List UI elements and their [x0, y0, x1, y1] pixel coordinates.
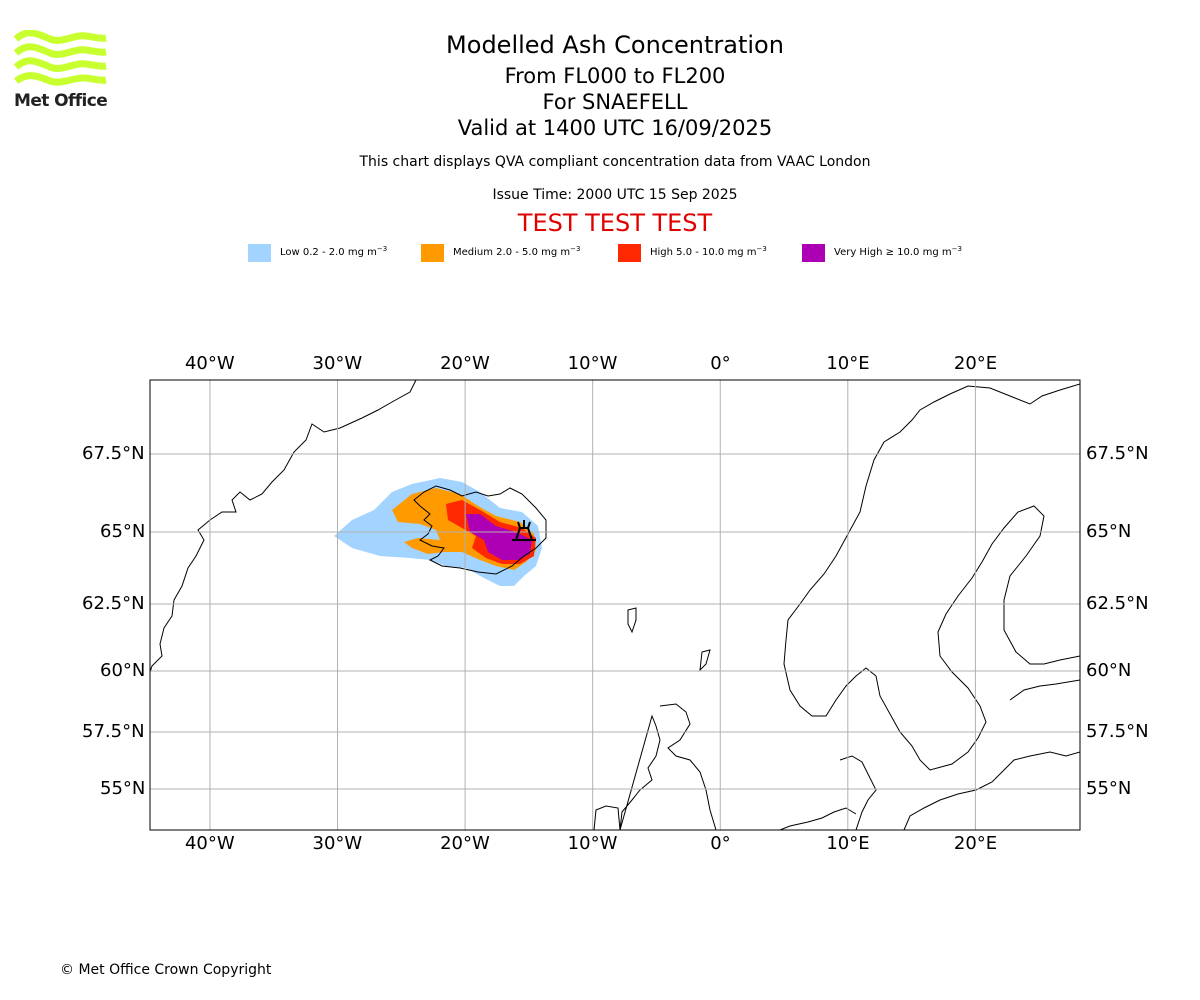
british-isles-coastline — [593, 703, 717, 830]
legend-swatch-low — [248, 244, 271, 262]
lat-tick-label-left: 60°N — [100, 660, 146, 681]
volcano-name: For SNAEFELL — [542, 90, 688, 114]
lat-tick-label-right: 57.5°N — [1086, 721, 1149, 742]
legend-label-low: Low 0.2 - 2.0 mg m — [280, 247, 377, 258]
legend-unit-exponent: −3 — [951, 245, 962, 253]
test-banner: TEST TEST TEST — [517, 209, 713, 237]
greenland-coastline — [150, 380, 417, 673]
europe-coastline — [779, 807, 857, 830]
met-office-logo: Met Office — [14, 30, 109, 114]
volcano-marker-icon — [512, 520, 536, 541]
lon-tick-label-top: 10°W — [567, 353, 618, 374]
iceland-coastline — [413, 485, 547, 575]
lat-tick-label-left: 62.5°N — [82, 593, 145, 614]
lon-tick-label-bottom: 20°E — [953, 833, 998, 854]
lon-tick-label-bottom: 40°W — [184, 833, 235, 854]
scandinavia-coastline — [783, 383, 1080, 771]
lat-tick-label-left: 65°N — [100, 521, 146, 542]
legend-unit-exponent: −3 — [376, 245, 388, 253]
lon-tick-label-top: 0° — [710, 353, 731, 374]
logo-wordmark: Met Office — [14, 91, 108, 111]
legend: Low 0.2 - 2.0 mg m−3 Medium 2.0 - 5.0 mg… — [248, 244, 1008, 264]
legend-label-medium: Medium 2.0 - 5.0 mg m — [453, 247, 571, 258]
met-office-wave-icon — [14, 30, 107, 86]
lat-tick-label-left: 55°N — [100, 778, 146, 799]
lon-tick-label-bottom: 10°E — [826, 833, 870, 854]
legend-swatch-medium — [421, 244, 444, 262]
legend-unit-exponent: −3 — [570, 245, 581, 253]
lat-tick-label-left: 57.5°N — [82, 721, 145, 742]
lon-tick-label-bottom: 0° — [710, 833, 731, 854]
baltic-south-coastline — [903, 751, 1080, 830]
lon-tick-label-bottom: 30°W — [312, 833, 363, 854]
lon-tick-label-top: 30°W — [312, 353, 363, 374]
title-block: Modelled Ash Concentration From FL000 to… — [0, 30, 1200, 237]
legend-unit-exponent: −3 — [756, 245, 767, 253]
baltic-states-coastline — [1009, 679, 1080, 701]
ash-very-high-area — [466, 514, 532, 560]
issue-time: Issue Time: 2000 UTC 15 Sep 2025 — [492, 187, 738, 203]
lat-tick-label-right: 67.5°N — [1086, 443, 1149, 464]
copyright: © Met Office Crown Copyright — [60, 962, 272, 978]
legend-swatch-high — [618, 244, 641, 262]
legend-label-high: High 5.0 - 10.0 mg m — [650, 247, 757, 258]
valid-time: Valid at 1400 UTC 16/09/2025 — [457, 116, 773, 140]
chart-description: This chart displays QVA compliant concen… — [359, 154, 871, 170]
shetland-coastline — [699, 649, 711, 672]
lon-tick-label-top: 10°E — [826, 353, 870, 374]
flight-level-range: From FL000 to FL200 — [504, 64, 726, 88]
legend-swatch-very-high — [802, 244, 825, 262]
legend-label-very-high: Very High ≥ 10.0 mg m — [834, 247, 952, 258]
denmark-coastline — [839, 755, 877, 830]
lat-tick-label-right: 60°N — [1086, 660, 1132, 681]
map-frame — [149, 379, 1081, 831]
lat-tick-label-left: 67.5°N — [82, 443, 145, 464]
chart-title: Modelled Ash Concentration — [446, 31, 784, 59]
lat-tick-label-right: 55°N — [1086, 778, 1132, 799]
gridlines — [150, 380, 1080, 830]
lat-tick-label-right: 62.5°N — [1086, 593, 1149, 614]
coastlines — [150, 380, 1080, 830]
lon-tick-label-top: 40°W — [184, 353, 235, 374]
lon-tick-label-bottom: 20°W — [440, 833, 490, 854]
faroe-islands-coastline — [627, 607, 637, 634]
lon-tick-label-top: 20°E — [953, 353, 998, 374]
lon-tick-label-bottom: 10°W — [567, 833, 618, 854]
lat-tick-label-right: 65°N — [1086, 521, 1132, 542]
lon-tick-label-top: 20°W — [440, 353, 490, 374]
